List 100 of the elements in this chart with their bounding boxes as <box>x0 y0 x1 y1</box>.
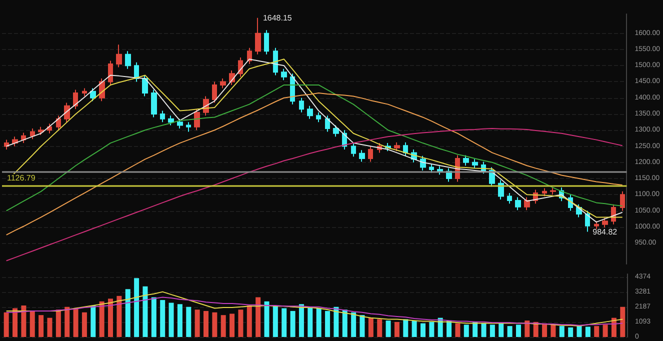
candlestick <box>264 30 269 55</box>
bar <box>620 306 626 337</box>
ref-line-label: 1126.79 <box>7 174 36 183</box>
candlestick <box>177 118 183 130</box>
bar <box>334 306 339 337</box>
candlestick <box>73 89 78 110</box>
bar <box>168 302 174 337</box>
candlestick <box>594 220 599 230</box>
bar <box>212 312 218 337</box>
bar <box>160 300 166 337</box>
candlestick <box>472 158 478 169</box>
bar <box>64 306 70 337</box>
candlestick <box>90 88 96 102</box>
bar <box>507 326 512 337</box>
candlestick <box>307 105 313 120</box>
bar <box>272 306 278 337</box>
bar <box>316 308 322 337</box>
candlestick <box>281 68 287 81</box>
bar <box>325 310 330 337</box>
candlestick <box>30 128 35 140</box>
candlestick <box>64 102 70 123</box>
candlestick <box>333 124 339 138</box>
bar <box>73 308 78 337</box>
bar <box>256 297 261 337</box>
bar <box>420 323 426 337</box>
bar <box>246 306 252 337</box>
bar <box>4 312 9 337</box>
candlestick <box>82 88 87 97</box>
bar <box>290 310 296 337</box>
candlestick <box>524 196 530 211</box>
bar <box>30 310 35 337</box>
bar <box>298 304 304 337</box>
bar <box>21 306 26 337</box>
bar <box>108 298 114 337</box>
bar <box>38 315 44 337</box>
candlestick <box>602 217 608 228</box>
candlestick <box>290 73 295 105</box>
bar <box>194 310 200 337</box>
bar <box>412 320 417 337</box>
candlestick <box>194 108 200 131</box>
bar <box>230 314 235 337</box>
bar <box>490 324 495 337</box>
bar <box>542 323 548 337</box>
bar <box>116 296 122 337</box>
bar <box>82 312 87 337</box>
bar <box>12 308 18 337</box>
bar <box>472 322 478 337</box>
candlestick <box>325 115 330 132</box>
line-series <box>6 84 623 212</box>
bar <box>568 327 574 337</box>
candlestick <box>255 17 261 55</box>
candlestick <box>273 47 278 76</box>
bar <box>282 308 287 337</box>
bar <box>360 315 365 337</box>
bar <box>585 326 590 337</box>
candlestick <box>316 112 321 123</box>
candlestick <box>585 210 590 232</box>
candlestick <box>151 89 157 118</box>
candlestick <box>463 154 469 166</box>
line-series <box>6 128 623 262</box>
candlestick <box>299 97 304 113</box>
bar <box>264 301 270 337</box>
bar <box>394 322 400 337</box>
bar <box>342 310 348 337</box>
candlestick <box>168 115 174 126</box>
bar <box>516 324 521 337</box>
candlestick <box>542 188 547 197</box>
bar <box>177 304 182 337</box>
bar <box>99 301 104 337</box>
candlestick <box>359 150 365 162</box>
bar <box>602 324 608 337</box>
bar <box>56 310 61 337</box>
bar <box>220 315 226 337</box>
bar <box>498 323 504 337</box>
bar <box>90 306 96 337</box>
bar <box>368 318 374 337</box>
bar <box>524 320 530 337</box>
bar <box>351 312 356 337</box>
bar <box>550 324 556 337</box>
candlestick <box>403 142 408 156</box>
candlestick <box>394 142 400 152</box>
bar <box>576 326 582 337</box>
bar <box>594 326 600 337</box>
candlestick <box>125 50 131 70</box>
candlestick <box>507 192 512 204</box>
candlestick <box>368 146 373 162</box>
bar <box>455 323 460 337</box>
bar <box>377 319 382 337</box>
bar <box>308 306 313 337</box>
candlestick <box>134 62 139 82</box>
bar <box>446 320 452 337</box>
line-series <box>6 92 623 236</box>
candlestick <box>47 123 52 134</box>
candlestick <box>116 44 122 68</box>
bar <box>559 326 564 337</box>
annotation: 1648.15 <box>262 13 292 22</box>
bar <box>142 286 148 337</box>
candlestick <box>620 190 625 212</box>
bar <box>238 310 244 337</box>
candlestick <box>429 164 434 174</box>
